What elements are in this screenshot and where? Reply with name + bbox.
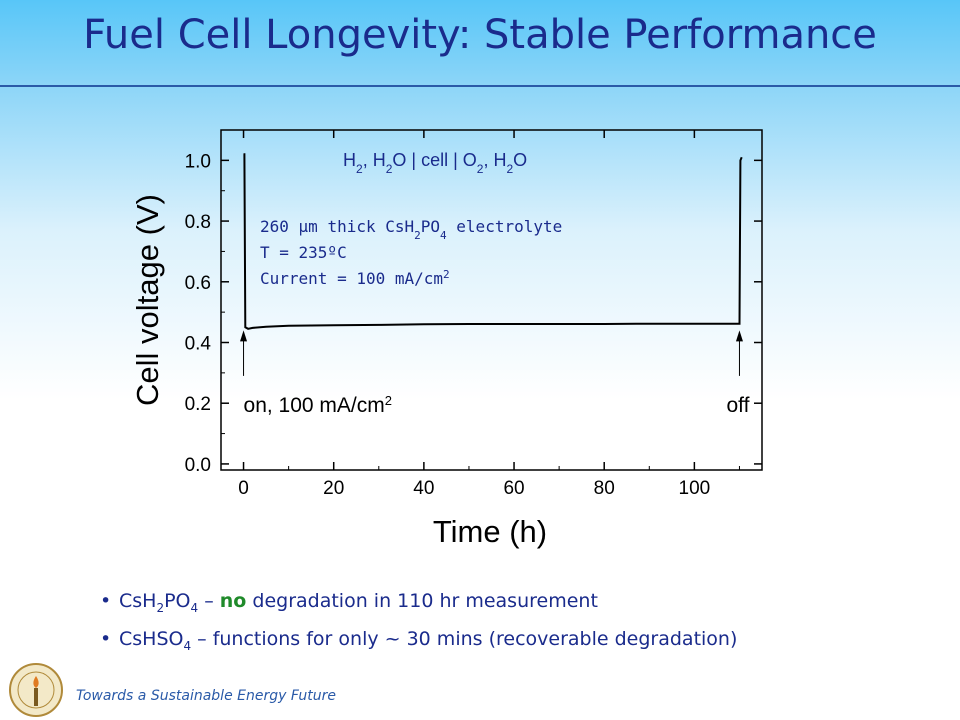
axis-ticks — [221, 130, 762, 470]
title-divider — [0, 85, 960, 87]
plot-frame — [220, 129, 763, 471]
annotation-arrowhead-1 — [735, 330, 743, 342]
bullet-list: CsH2PO4 – no degradation in 110 hr measu… — [100, 586, 737, 662]
bullet-cshpo4: CsH2PO4 – no degradation in 110 hr measu… — [100, 586, 737, 624]
x-tick-label-100: 100 — [679, 478, 711, 499]
annotation-label-1: off — [726, 394, 749, 417]
highlight-no: no — [219, 590, 247, 612]
cell-equation: H2, H2O | cell | O2, H2O — [343, 150, 527, 176]
y-tick-label-0.8: 0.8 — [185, 212, 211, 233]
equation-part-6: , H — [483, 150, 506, 170]
arrow-annotations: on, 100 mA/cm2 off — [240, 330, 750, 417]
x-tick-label-60: 60 — [503, 478, 524, 499]
x-axis-title: Time (h) — [433, 514, 547, 549]
equation-part-0: H — [343, 150, 356, 170]
condition-current: Current = 100 mA/cm2 — [260, 268, 450, 289]
annotation-arrowhead-0 — [240, 330, 248, 342]
x-tick-label-0: 0 — [238, 478, 249, 499]
annotation-label-0: on, 100 mA/cm2 — [244, 392, 392, 417]
x-tick-label-40: 40 — [413, 478, 434, 499]
caltech-seal-logo — [9, 663, 63, 717]
x-tick-label-20: 20 — [323, 478, 344, 499]
equation-part-4: O | cell | O — [392, 150, 476, 170]
bullet-cshso4: CsHSO4 – functions for only ~ 30 mins (r… — [100, 624, 737, 662]
equation-part-7: 2 — [506, 162, 513, 176]
y-tick-label-0: 0.0 — [185, 455, 211, 476]
tick-labels: 0 20 40 60 80 100 0.0 0.2 0.4 0.6 0.8 1.0 — [185, 151, 711, 499]
condition-temperature: T = 235ºC — [260, 243, 347, 262]
footer-tagline: Towards a Sustainable Energy Future — [76, 688, 336, 704]
y-tick-label-0.2: 0.2 — [185, 394, 211, 415]
y-axis-title: Cell voltage (V) — [130, 194, 165, 406]
y-tick-label-0.6: 0.6 — [185, 273, 211, 294]
equation-part-3: 2 — [386, 162, 393, 176]
y-tick-label-0.4: 0.4 — [185, 334, 212, 355]
equation-part-2: , H — [363, 150, 386, 170]
y-tick-label-1: 1.0 — [185, 151, 211, 172]
series-line-cell-voltage — [243, 153, 743, 330]
condition-thickness: 260 μm thick CsH2PO4 electrolyte — [260, 217, 562, 242]
equation-part-8: O — [513, 150, 527, 170]
equation-part-1: 2 — [356, 162, 363, 176]
slide-title: Fuel Cell Longevity: Stable Performance — [83, 12, 877, 58]
voltage-time-chart: 0 20 40 60 80 100 0.0 0.2 0.4 0.6 0.8 1.0 on, 100 m… — [130, 129, 763, 549]
equation-part-5: 2 — [477, 162, 484, 176]
x-tick-label-80: 80 — [594, 478, 615, 499]
